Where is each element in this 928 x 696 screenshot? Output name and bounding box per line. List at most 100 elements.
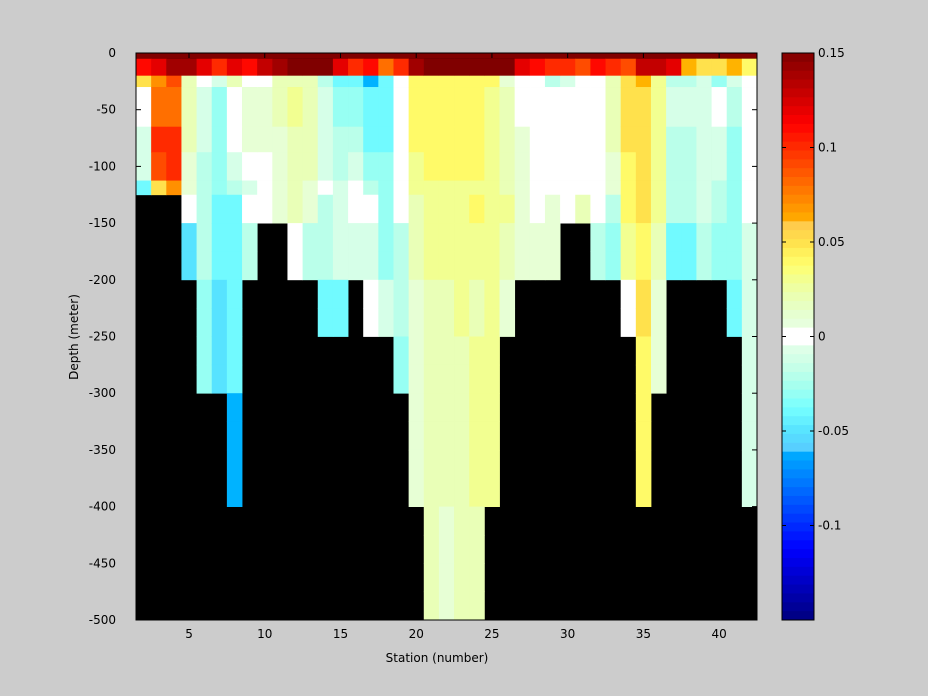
heatmap-cell [499,58,516,77]
heatmap-cell [484,87,500,128]
heatmap-cell [211,364,228,394]
heatmap-cell [454,308,470,337]
colorbar-step [782,389,814,400]
heatmap-cell [242,223,258,252]
x-axis: 5 10 15 20 25 30 35 40 [185,53,727,641]
heatmap-cell [408,393,425,422]
heatmap-cell [257,87,273,128]
heatmap-cell [484,449,500,507]
heatmap-cell [348,58,364,77]
heatmap-cell [696,126,712,153]
heatmap-cell [408,75,425,88]
heatmap-cell [408,279,425,309]
heatmap-cell [378,126,394,153]
x-tick-label: 15 [333,627,348,641]
heatmap-cell [438,279,455,309]
heatmap-cell [666,87,682,128]
heatmap-cell [469,75,485,88]
heatmap-cell [650,251,667,281]
heatmap-cell [711,75,728,88]
heatmap-cell [605,126,622,153]
heatmap-cell [242,58,258,77]
y-tick-label: -450 [89,556,116,570]
heatmap-cell [726,223,743,252]
y-tick-label: -250 [89,330,116,344]
heatmap-cell [242,180,258,196]
heatmap-cell [484,421,500,451]
heatmap-cell [196,364,213,394]
heatmap-cell [620,152,637,181]
heatmap-cell [196,279,213,309]
heatmap-cell [348,251,364,281]
heatmap-cell [469,126,485,153]
heatmap-cell [590,126,606,153]
heatmap-cell [741,308,758,337]
heatmap-cell [741,152,758,181]
heatmap-cell [560,152,576,181]
heatmap-cell [423,180,440,196]
heatmap-cell [196,251,213,281]
heatmap-cell [635,449,652,507]
colorbar-step [782,451,814,462]
heatmap-cell [711,126,728,153]
heatmap-cell [454,251,470,281]
heatmap-cell [408,152,425,181]
colorbar-step [782,292,814,302]
heatmap-cell [454,75,470,88]
heatmap-cell [499,75,516,88]
x-tick-label: 40 [711,627,726,641]
heatmap-cell [332,87,349,128]
heatmap-cell [393,87,410,128]
colorbar-step [782,478,814,488]
heatmap-cell [332,308,349,337]
heatmap-cell [287,251,304,281]
heatmap-cell [423,152,440,181]
colorbar-step [782,380,814,391]
colorbar-step [782,123,814,134]
heatmap-cell [469,251,485,281]
heatmap-cell [575,126,591,153]
heatmap-cell [635,421,652,451]
heatmap-cell [242,152,258,181]
heatmap-cell [484,194,500,224]
heatmap-cell [378,194,394,224]
heatmap-cell [529,180,546,196]
heatmap-cell [332,58,349,77]
heatmap-cell [544,194,561,224]
heatmap-cell [378,180,394,196]
heatmap-cell [226,58,243,77]
heatmap-cell [408,364,425,394]
heatmap-cell [226,75,243,88]
heatmap-cell [635,393,652,422]
heatmap-cell [454,421,470,451]
heatmap-cell [438,126,455,153]
colorbar-step [782,522,814,532]
heatmap-cell [560,75,576,88]
heatmap-cell [287,87,304,128]
heatmap-cell [348,180,364,196]
colorbar-step [782,230,814,240]
heatmap-cell [484,58,500,77]
heatmap-cell [454,506,470,536]
heatmap-cell [544,251,561,281]
heatmap-cell [438,152,455,181]
heatmap-cell [454,180,470,196]
colorbar [781,52,815,621]
x-tick-label: 35 [636,627,651,641]
heatmap-cell [438,534,455,564]
x-axis-label: Station (number) [386,651,489,665]
heatmap-cell [650,194,667,224]
heatmap-cell [408,308,425,337]
colorbar-step [782,203,814,213]
heatmap-cell [196,87,213,128]
colorbar-step [782,265,814,275]
colorbar-step [782,61,814,72]
heatmap-cell [151,87,167,128]
heatmap-cell [620,58,637,77]
colorbar-step [782,115,814,125]
heatmap-cell [696,180,712,196]
colorbar-step [782,371,814,382]
heatmap-cell [302,75,319,88]
colorbar-tick-label: 0 [818,330,826,344]
heatmap-cell [666,180,682,196]
